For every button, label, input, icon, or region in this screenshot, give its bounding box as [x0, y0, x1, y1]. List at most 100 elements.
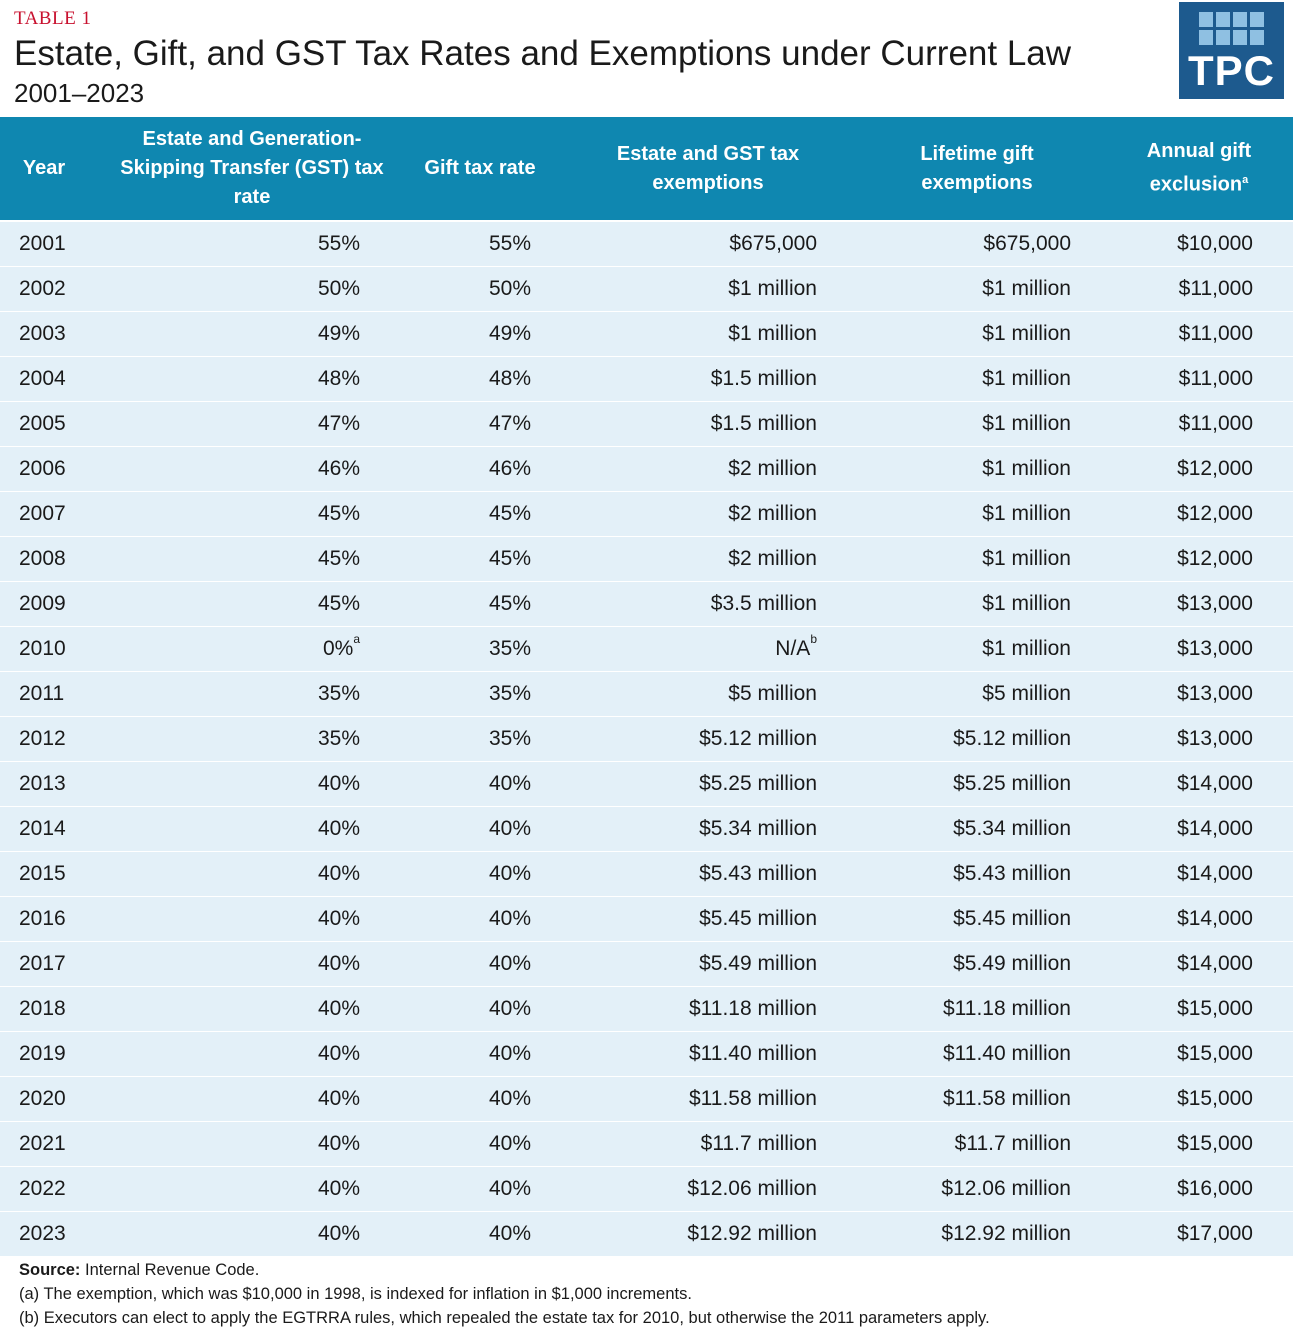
col-header-lifetime-label: Lifetime gift exemptions: [920, 142, 1034, 194]
table-row: 2004 48% 48% $1.5 million $1 million $11,000: [0, 357, 1293, 402]
cell-year: 2011: [19, 682, 65, 705]
cell-annual: $12,000: [1177, 457, 1253, 480]
cell-gift-rate: 35%: [488, 637, 531, 660]
cell-exemption: N/Ab: [775, 632, 817, 660]
cell-estate-rate: 40%: [317, 1132, 360, 1155]
cell-estate-rate: 40%: [317, 862, 360, 885]
cell-gift-rate: 35%: [488, 727, 531, 750]
cell-annual: $14,000: [1177, 952, 1253, 975]
col-header-lifetime: Lifetime gift exemptions: [885, 117, 1069, 220]
cell-year: 2014: [19, 817, 66, 840]
cell-annual: $13,000: [1177, 682, 1253, 705]
cell-estate-rate: 46%: [317, 457, 360, 480]
tpc-logo: TPC: [1179, 2, 1284, 99]
cell-gift-rate: 40%: [488, 907, 531, 930]
cell-gift-rate: 40%: [488, 1177, 531, 1200]
table-row: 2023 40% 40% $12.92 million $12.92 million $1…: [0, 1212, 1293, 1257]
cell-lifetime: $1 million: [982, 277, 1071, 300]
logo-square: [1216, 30, 1230, 45]
cell-year: 2009: [19, 592, 66, 615]
table-row: 2012 35% 35% $5.12 million $5.12 million $13,…: [0, 717, 1293, 762]
cell-lifetime: $12.06 million: [941, 1177, 1071, 1200]
cell-lifetime: $1 million: [982, 547, 1071, 570]
cell-lifetime: $12.92 million: [941, 1222, 1071, 1245]
logo-square: [1216, 12, 1230, 27]
cell-lifetime: $5.45 million: [953, 907, 1071, 930]
cell-annual: $13,000: [1177, 727, 1253, 750]
footnote-a: (a) The exemption, which was $10,000 in …: [19, 1285, 692, 1303]
cell-exemption: $11.18 million: [688, 997, 817, 1020]
cell-estate-rate: 40%: [317, 1042, 360, 1065]
table-row: 2013 40% 40% $5.25 million $5.25 million $14,…: [0, 762, 1293, 807]
cell-gift-rate: 40%: [488, 1087, 531, 1110]
cell-annual: $13,000: [1177, 592, 1253, 615]
cell-estate-rate: 45%: [317, 592, 360, 615]
cell-gift-rate: 40%: [488, 817, 531, 840]
table-header: Year Estate and Generation-Skipping Tran…: [0, 117, 1293, 220]
table-row: 2019 40% 40% $11.40 million $11.40 million $1…: [0, 1032, 1293, 1077]
col-header-year-label: Year: [22, 157, 66, 179]
cell-exemption: $675,000: [729, 232, 817, 255]
logo-square: [1233, 30, 1247, 45]
cell-estate-rate: 50%: [317, 277, 360, 300]
cell-exemption: $1.5 million: [710, 412, 817, 435]
table-row: 2015 40% 40% $5.43 million $5.43 million $14,…: [0, 852, 1293, 897]
table-notes: Source: Internal Revenue Code. (a) The e…: [19, 1258, 990, 1330]
cell-gift-rate: 35%: [488, 682, 531, 705]
cell-year: 2022: [19, 1177, 66, 1200]
cell-lifetime: $5.43 million: [953, 862, 1071, 885]
cell-annual: $11,000: [1178, 412, 1253, 435]
table-row: 2010 0%a 35% N/Ab $1 million $13,000: [0, 627, 1293, 672]
cell-gift-rate: 49%: [488, 322, 531, 345]
cell-lifetime: $1 million: [982, 502, 1071, 525]
cell-gift-rate: 40%: [488, 1132, 531, 1155]
cell-annual: $12,000: [1177, 547, 1253, 570]
cell-exemption: $5.34 million: [699, 817, 817, 840]
table-body: 2001 55% 55% $675,000 $675,000 $10,000 2002 50%…: [0, 222, 1293, 1257]
cell-lifetime: $1 million: [982, 412, 1071, 435]
cell-lifetime: $11.18 million: [942, 997, 1071, 1020]
table-row: 2016 40% 40% $5.45 million $5.45 million $14,…: [0, 897, 1293, 942]
logo-square: [1199, 30, 1213, 45]
cell-estate-rate: 45%: [317, 502, 360, 525]
cell-exemption: $12.92 million: [687, 1222, 817, 1245]
cell-estate-rate: 40%: [317, 817, 360, 840]
cell-annual: $17,000: [1177, 1222, 1253, 1245]
cell-estate-rate: 40%: [317, 1177, 360, 1200]
cell-exemption: $1 million: [728, 322, 817, 345]
cell-annual: $11,000: [1178, 277, 1253, 300]
cell-lifetime: $11.7 million: [954, 1132, 1071, 1155]
cell-gift-rate: 40%: [488, 1042, 531, 1065]
cell-year: 2019: [19, 1042, 66, 1065]
cell-exemption: $1.5 million: [710, 367, 817, 390]
cell-exemption: $5.43 million: [699, 862, 817, 885]
cell-gift-rate: 40%: [488, 997, 531, 1020]
cell-exemption: $5.12 million: [699, 727, 817, 750]
cell-lifetime: $1 million: [982, 457, 1071, 480]
cell-year: 2013: [19, 772, 66, 795]
col-header-annual: Annual gift exclusiona: [1125, 117, 1273, 220]
cell-annual: $13,000: [1177, 637, 1253, 660]
cell-estate-rate: 55%: [317, 232, 360, 255]
cell-gift-rate: 55%: [488, 232, 531, 255]
cell-estate-rate: 40%: [317, 997, 360, 1020]
cell-exemption: $5.49 million: [699, 952, 817, 975]
table-row: 2006 46% 46% $2 million $1 million $12,000: [0, 447, 1293, 492]
table-row: 2009 45% 45% $3.5 million $1 million $13,000: [0, 582, 1293, 627]
cell-gift-rate: 47%: [488, 412, 531, 435]
cell-gift-rate: 45%: [488, 547, 531, 570]
cell-exemption: $2 million: [728, 547, 817, 570]
cell-gift-rate: 40%: [488, 862, 531, 885]
cell-gift-rate: 45%: [488, 502, 531, 525]
cell-annual: $14,000: [1177, 907, 1253, 930]
cell-year: 2003: [19, 322, 66, 345]
cell-year: 2020: [19, 1087, 66, 1110]
logo-square: [1199, 12, 1213, 27]
cell-annual: $16,000: [1177, 1177, 1253, 1200]
cell-estate-rate: 35%: [317, 727, 360, 750]
cell-estate-rate: 35%: [317, 682, 360, 705]
col-header-year: Year: [0, 117, 88, 220]
cell-lifetime: $675,000: [983, 232, 1071, 255]
table-label: TABLE 1: [14, 8, 92, 29]
cell-exemption: $12.06 million: [687, 1177, 817, 1200]
